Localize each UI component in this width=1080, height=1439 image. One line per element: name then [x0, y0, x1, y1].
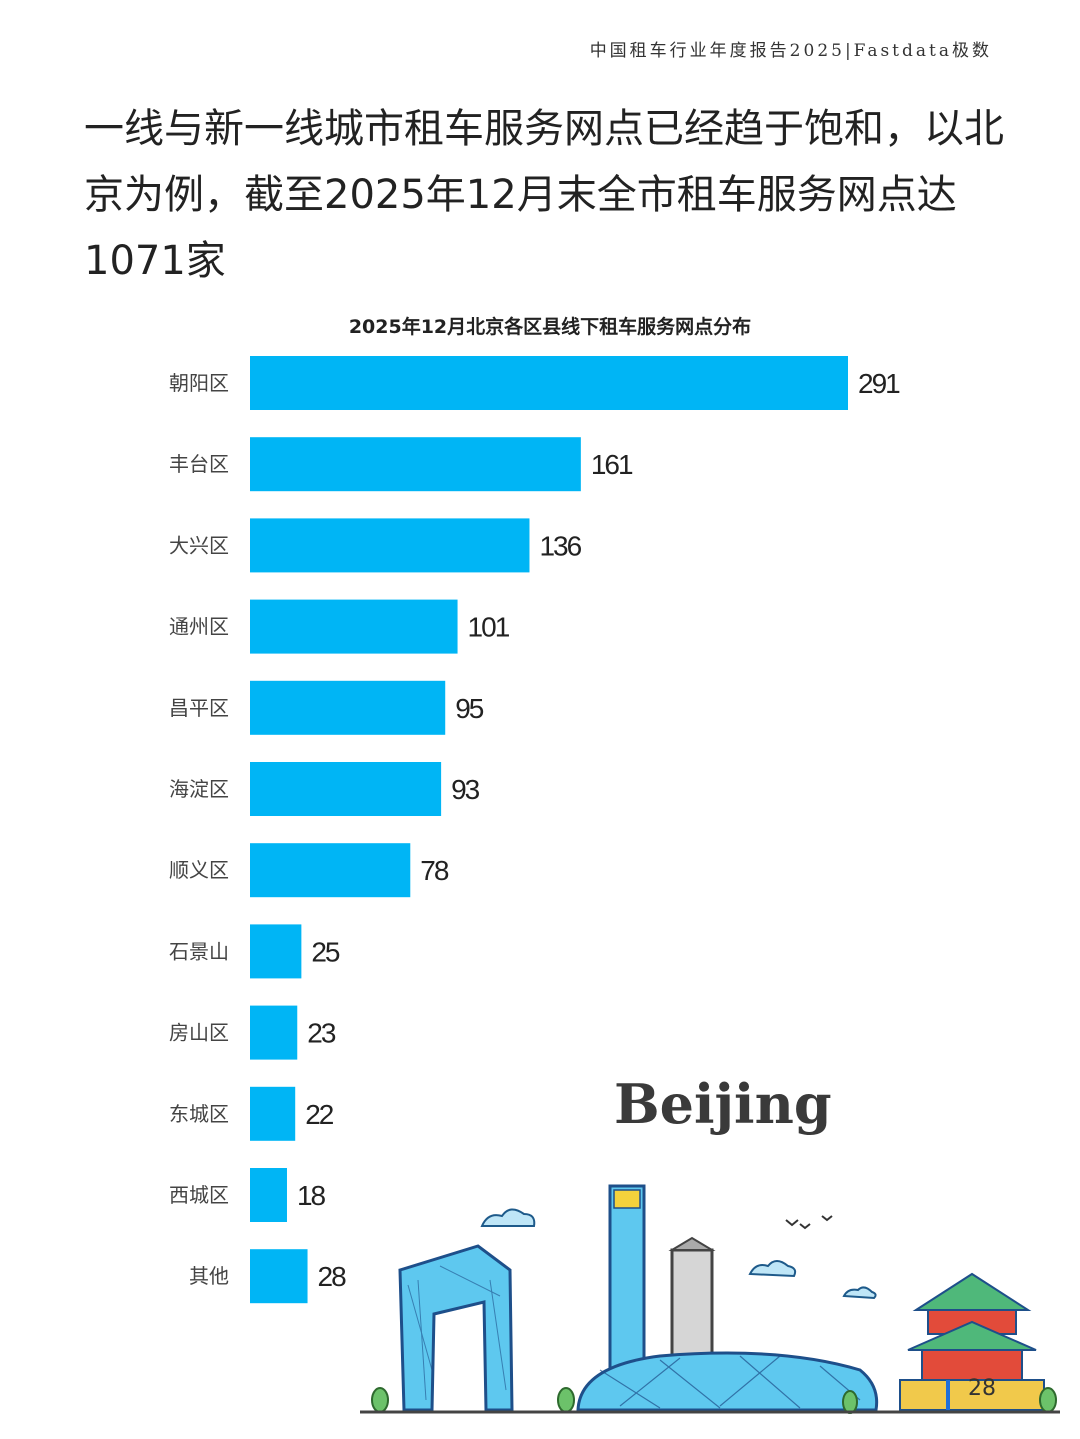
- value-label: 25: [311, 936, 340, 967]
- value-label: 28: [318, 1261, 347, 1292]
- bar: [250, 924, 302, 979]
- value-label: 18: [297, 1180, 326, 1211]
- category-label: 大兴区: [169, 533, 229, 557]
- bar: [250, 356, 848, 410]
- category-label: 海淀区: [169, 777, 229, 801]
- value-label: 291: [858, 368, 900, 399]
- beijing-skyline-illustration: [360, 1184, 1060, 1414]
- bar: [250, 1086, 296, 1141]
- category-label: 房山区: [169, 1021, 229, 1045]
- bar-chart: 朝阳区 291 丰台区 161 大兴区 136 通州区 101 昌平区 95 海淀区 93 顺义区 78 石…: [169, 356, 902, 1304]
- value-label: 101: [468, 612, 510, 643]
- value-label: 93: [451, 774, 480, 805]
- category-label: 其他: [189, 1264, 229, 1288]
- bar: [250, 1249, 308, 1304]
- value-label: 22: [305, 1099, 334, 1130]
- category-label: 通州区: [169, 615, 229, 639]
- category-label: 顺义区: [169, 858, 229, 882]
- page-number: 28: [968, 1376, 996, 1401]
- category-label: 西城区: [169, 1183, 229, 1207]
- category-label: 丰台区: [169, 452, 229, 476]
- value-label: 95: [455, 693, 484, 724]
- value-label: 78: [420, 855, 449, 886]
- chart-title: 2025年12月北京各区县线下租车服务网点分布: [348, 316, 752, 338]
- bar: [250, 518, 530, 573]
- category-label: 朝阳区: [169, 371, 229, 395]
- bar: [250, 1168, 287, 1222]
- bar: [250, 762, 442, 816]
- category-label: 石景山: [169, 939, 229, 963]
- page-headline: 一线与新一线城市租车服务网点已经趋于饱和，以北京为例，截至2025年12月末全市…: [84, 106, 1004, 284]
- bar: [250, 437, 581, 492]
- bar: [250, 1005, 298, 1060]
- bar: [250, 680, 446, 735]
- bar: [250, 843, 411, 898]
- bar: [250, 599, 458, 654]
- value-label: 23: [307, 1018, 336, 1049]
- beijing-word: Beijing: [614, 1072, 832, 1136]
- page-number-accent: [946, 1380, 950, 1410]
- category-label: 东城区: [169, 1102, 229, 1126]
- category-label: 昌平区: [169, 696, 229, 720]
- report-header: 中国租车行业年度报告2025|Fastdata极数: [589, 41, 992, 61]
- value-label: 161: [591, 449, 633, 480]
- value-label: 136: [539, 530, 581, 561]
